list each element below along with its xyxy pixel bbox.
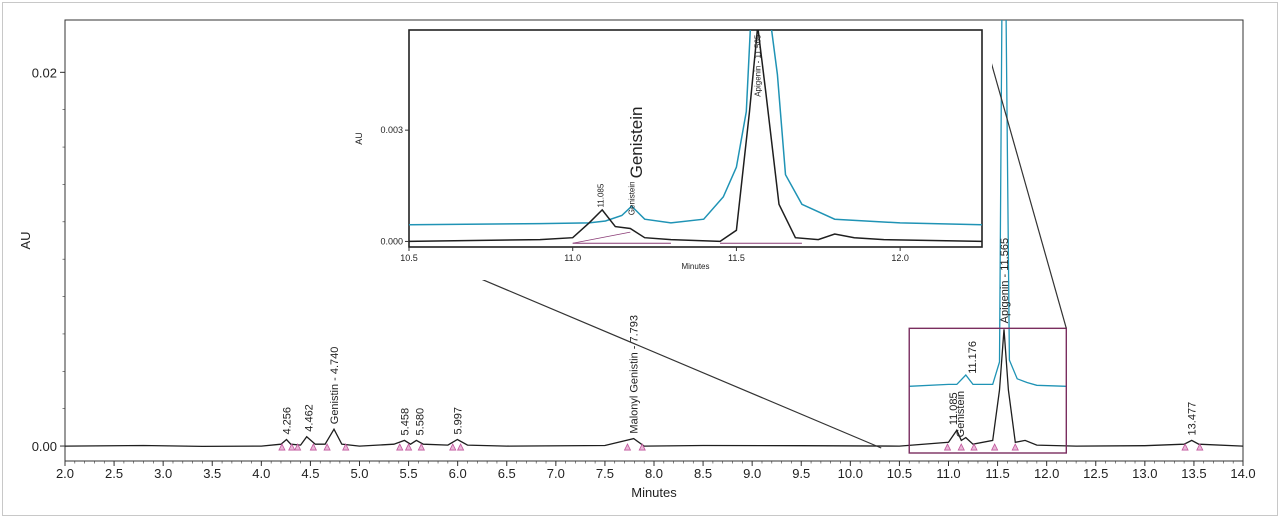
inset-y-tick-label: 0.003 [380, 125, 403, 135]
x-tick-label: 10.5 [887, 466, 912, 481]
inset-frame [408, 29, 983, 248]
x-tick-label: 6.0 [449, 466, 467, 481]
peak-label: 5.458 [399, 408, 411, 436]
y-axis-title: AU [18, 231, 33, 249]
peak-marker [623, 443, 632, 451]
inset-x-axis-title: Minutes [681, 262, 709, 271]
x-tick-label: 9.5 [792, 466, 810, 481]
blue-trace-main [909, 20, 1067, 387]
inset-x-tick-label: 11.0 [564, 253, 581, 263]
x-tick-label: 7.0 [547, 466, 565, 481]
inset-y-axis-title: AU [354, 132, 364, 145]
peak-label: 11.085 [948, 392, 960, 425]
peak-marker [309, 443, 318, 451]
peak-label: Apigenin - 11.565 [999, 238, 1011, 323]
black-trace-inset [409, 30, 982, 243]
inset-drop-line [572, 231, 631, 244]
peak-label: Genistein [955, 391, 967, 437]
x-tick-label: 11.0 [936, 466, 960, 481]
peak-label: 4.256 [281, 407, 293, 435]
x-tick-label: 6.5 [498, 466, 516, 481]
zoom-box [908, 327, 1068, 454]
peak-label: 5.580 [414, 408, 426, 436]
peak-label: Malonyl Genistin - 7.793 [629, 315, 641, 434]
y-tick-label: 0.02 [32, 65, 57, 80]
peak-marker [417, 443, 425, 451]
peak-marker [456, 443, 465, 451]
x-tick-label: 3.0 [154, 466, 172, 481]
peak-marker [404, 443, 413, 451]
peak-label: 11.176 [967, 341, 979, 374]
inset-peak-label: 11.085 [597, 183, 606, 207]
x-tick-label: 11.5 [985, 466, 1009, 481]
peak-label: 5.997 [452, 407, 464, 435]
peak-marker [1196, 443, 1204, 451]
peak-label: Genistin - 4.740 [329, 347, 341, 425]
peak-marker [288, 443, 296, 451]
x-tick-label: 13.0 [1132, 466, 1157, 481]
x-tick-label: 12.0 [1034, 466, 1059, 481]
black-trace-main [65, 329, 1243, 448]
peak-marker [1011, 443, 1019, 451]
inset-annotation: Genistein [627, 107, 646, 179]
peak-marker [990, 443, 999, 451]
inset-y-tick-label: 0.000 [380, 236, 403, 246]
x-tick-label: 13.5 [1181, 466, 1206, 481]
peak-marker [1181, 443, 1189, 451]
peak-marker [970, 443, 978, 451]
x-tick-label: 5.0 [350, 466, 368, 481]
x-tick-label: 4.5 [301, 466, 319, 481]
figure-border [2, 2, 1278, 516]
peak-marker [323, 443, 331, 451]
x-tick-label: 2.0 [56, 466, 74, 481]
peak-marker [957, 443, 965, 451]
peak-marker [342, 443, 350, 451]
inset-x-tick-label: 12.0 [891, 253, 909, 263]
x-tick-label: 10.0 [838, 466, 863, 481]
peak-marker [638, 443, 646, 451]
x-tick-label: 5.5 [400, 466, 418, 481]
zoom-connector-left [435, 259, 882, 449]
x-tick-label: 12.5 [1083, 466, 1108, 481]
x-tick-label: 3.5 [203, 466, 221, 481]
inset-x-tick-label: 11.5 [728, 253, 745, 263]
peak-label: 4.462 [304, 404, 316, 432]
peak-marker [449, 443, 457, 451]
x-tick-label: 4.0 [252, 466, 270, 481]
y-tick-label: 0.00 [32, 439, 57, 454]
peak-marker [294, 443, 302, 451]
inset-peak-label: Genistein [627, 181, 636, 215]
x-tick-label: 2.5 [105, 466, 123, 481]
inset-background [349, 22, 992, 280]
main-plot: 2.0 2.5 3.0 3.5 4.0 4.5 5.0 5.5 6.0 6.5 7.0 7.5 8.0 8… [18, 19, 1256, 500]
peak-marker [278, 443, 286, 451]
x-tick-label: 14.0 [1230, 466, 1255, 481]
x-axis-title: Minutes [631, 485, 677, 500]
inset-peak-label: Apigenin - 11.565 [754, 34, 763, 97]
blue-trace-inset [409, 30, 982, 226]
peak-label: 13.477 [1187, 402, 1199, 436]
x-tick-label: 9.0 [743, 466, 761, 481]
inset-x-tick-label: 10.5 [400, 253, 418, 263]
x-tick-label: 8.0 [645, 466, 663, 481]
peak-marker [396, 443, 404, 451]
peak-marker [943, 443, 952, 451]
x-tick-label: 7.5 [596, 466, 614, 481]
inset-plot: 10.5 11.0 11.5 12.0 0.000 0.003 Minutes AU 11.08… [349, 22, 992, 280]
zoom-connector-right [981, 29, 1067, 329]
x-tick-label: 8.5 [694, 466, 712, 481]
